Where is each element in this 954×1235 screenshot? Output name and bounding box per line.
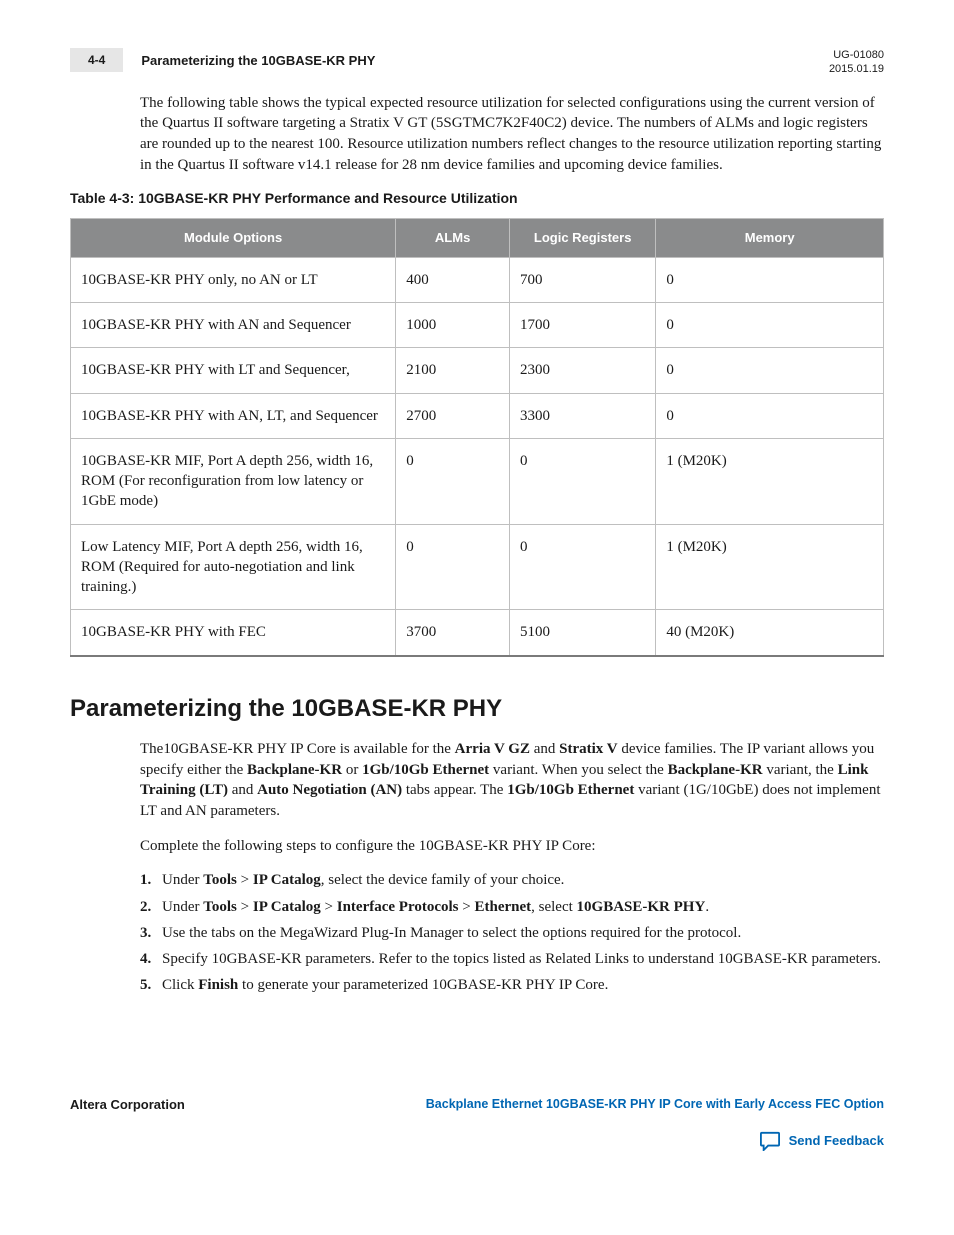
text-bold: Auto Negotiation (AN) [257, 782, 402, 798]
text-bold: Backplane-KR [247, 762, 342, 778]
table-row: 10GBASE-KR PHY with AN and Sequencer1000… [71, 303, 884, 348]
doc-id: UG-01080 [829, 48, 884, 62]
col-header: ALMs [396, 219, 510, 258]
text-bold: Arria V GZ [455, 741, 530, 757]
table-caption: Table 4-3: 10GBASE-KR PHY Performance an… [70, 189, 884, 208]
table-cell: 10GBASE-KR PHY with FEC [71, 610, 396, 656]
table-cell: 1000 [396, 303, 510, 348]
col-header: Memory [656, 219, 884, 258]
header-meta: UG-01080 2015.01.19 [829, 48, 884, 77]
table-cell: 0 [656, 257, 884, 302]
table-row: 10GBASE-KR PHY with AN, LT, and Sequence… [71, 393, 884, 438]
table-row: 10GBASE-KR PHY only, no AN or LT4007000 [71, 257, 884, 302]
text: tabs appear. The [402, 782, 507, 798]
text-bold: Stratix V [559, 741, 617, 757]
col-header: Logic Registers [510, 219, 656, 258]
section-heading: Parameterizing the 10GBASE-KR PHY [70, 693, 884, 725]
table-cell: Low Latency MIF, Port A depth 256, width… [71, 524, 396, 610]
section-p1: The10GBASE-KR PHY IP Core is available f… [140, 739, 884, 822]
text-bold: 1Gb/10Gb Ethernet [362, 762, 489, 778]
table-cell: 10GBASE-KR PHY with LT and Sequencer, [71, 348, 396, 393]
table-cell: 400 [396, 257, 510, 302]
step-item: 3.Use the tabs on the MegaWizard Plug-In… [140, 923, 884, 943]
table-cell: 1700 [510, 303, 656, 348]
table-cell: 10GBASE-KR PHY with AN and Sequencer [71, 303, 396, 348]
text: variant. When you select the [489, 762, 667, 778]
section-p2: Complete the following steps to configur… [140, 836, 884, 857]
footer-company: Altera Corporation [70, 1096, 185, 1114]
table-cell: 10GBASE-KR PHY only, no AN or LT [71, 257, 396, 302]
send-feedback-link[interactable]: Send Feedback [789, 1132, 884, 1150]
page-header: 4-4 Parameterizing the 10GBASE-KR PHY UG… [70, 48, 884, 77]
footer-doc-link[interactable]: Backplane Ethernet 10GBASE-KR PHY IP Cor… [426, 1096, 884, 1113]
step-item: 1.Under Tools > IP Catalog, select the d… [140, 870, 884, 890]
page-number: 4-4 [70, 48, 123, 72]
table-cell: 700 [510, 257, 656, 302]
table-cell: 1 (M20K) [656, 524, 884, 610]
page-footer: Altera Corporation Backplane Ethernet 10… [70, 1096, 884, 1152]
table-cell: 0 [396, 438, 510, 524]
table-cell: 3700 [396, 610, 510, 656]
text: and [228, 782, 257, 798]
table-cell: 2100 [396, 348, 510, 393]
table-cell: 10GBASE-KR PHY with AN, LT, and Sequence… [71, 393, 396, 438]
intro-paragraph: The following table shows the typical ex… [140, 93, 884, 176]
text: variant, the [763, 762, 838, 778]
table-cell: 3300 [510, 393, 656, 438]
table-cell: 5100 [510, 610, 656, 656]
text-bold: Backplane-KR [668, 762, 763, 778]
table-header-row: Module Options ALMs Logic Registers Memo… [71, 219, 884, 258]
table-cell: 0 [656, 348, 884, 393]
text: or [342, 762, 362, 778]
table-cell: 0 [656, 303, 884, 348]
table-cell: 2700 [396, 393, 510, 438]
text: and [530, 741, 559, 757]
step-item: 5.Click Finish to generate your paramete… [140, 975, 884, 995]
steps-list: 1.Under Tools > IP Catalog, select the d… [140, 870, 884, 995]
table-row: 10GBASE-KR MIF, Port A depth 256, width … [71, 438, 884, 524]
table-row: 10GBASE-KR PHY with LT and Sequencer,210… [71, 348, 884, 393]
feedback-icon [759, 1131, 781, 1151]
resource-table: Module Options ALMs Logic Registers Memo… [70, 218, 884, 656]
header-title: Parameterizing the 10GBASE-KR PHY [141, 48, 829, 70]
table-cell: 0 [510, 438, 656, 524]
table-cell: 1 (M20K) [656, 438, 884, 524]
table-row: Low Latency MIF, Port A depth 256, width… [71, 524, 884, 610]
text-bold: 1Gb/10Gb Ethernet [507, 782, 634, 798]
col-header: Module Options [71, 219, 396, 258]
table-cell: 0 [510, 524, 656, 610]
table-cell: 2300 [510, 348, 656, 393]
step-item: 4.Specify 10GBASE-KR parameters. Refer t… [140, 949, 884, 969]
step-item: 2.Under Tools > IP Catalog > Interface P… [140, 897, 884, 917]
text: The10GBASE-KR PHY IP Core is available f… [140, 741, 455, 757]
table-cell: 0 [396, 524, 510, 610]
table-cell: 0 [656, 393, 884, 438]
table-row: 10GBASE-KR PHY with FEC3700510040 (M20K) [71, 610, 884, 656]
doc-date: 2015.01.19 [829, 62, 884, 76]
table-cell: 10GBASE-KR MIF, Port A depth 256, width … [71, 438, 396, 524]
table-cell: 40 (M20K) [656, 610, 884, 656]
